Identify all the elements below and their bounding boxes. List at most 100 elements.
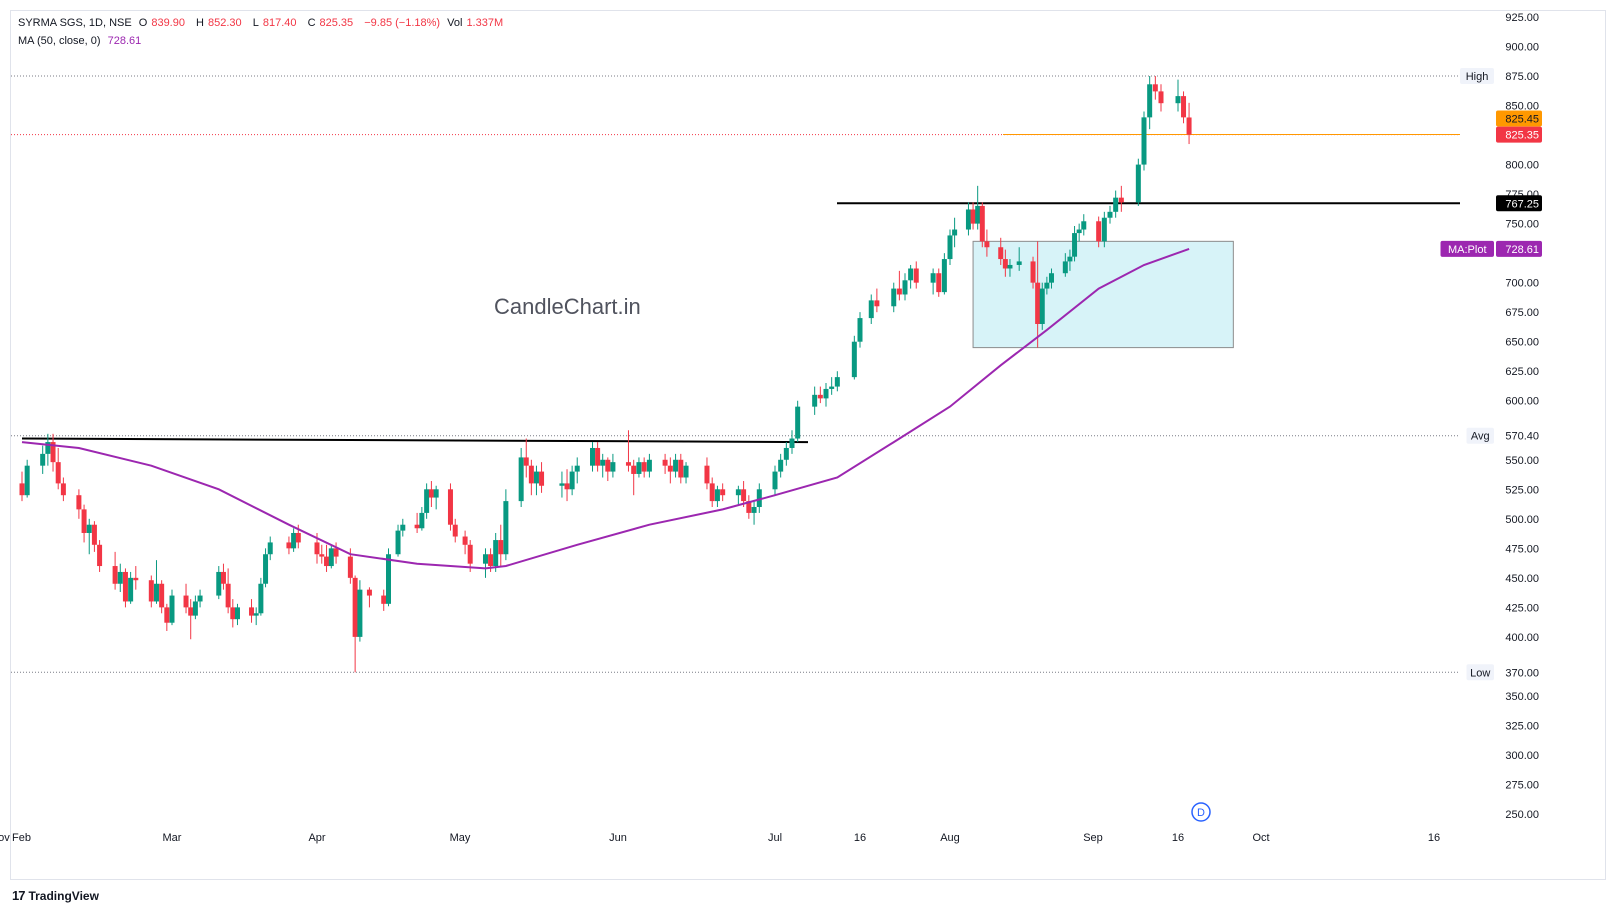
candle-body[interactable]: [678, 459, 684, 478]
candle-body[interactable]: [646, 459, 652, 472]
candle-body[interactable]: [812, 394, 818, 407]
candle-body[interactable]: [1186, 117, 1192, 135]
candle-body[interactable]: [595, 447, 601, 466]
candle-body[interactable]: [357, 589, 363, 637]
candle-body[interactable]: [366, 589, 372, 596]
candle-body[interactable]: [1147, 84, 1153, 118]
candle-body[interactable]: [414, 524, 420, 529]
time-axis[interactable]: Feb Mar Apr May Jun Jul 16 Aug Sep 16 Oct 16 Nov: [0, 832, 1440, 844]
candle-body[interactable]: [462, 536, 468, 545]
candle-body[interactable]: [347, 556, 353, 578]
candle-body[interactable]: [965, 209, 971, 230]
candle-body[interactable]: [1175, 96, 1181, 104]
candle-body[interactable]: [1181, 96, 1187, 118]
price-axis[interactable]: 925.00900.00875.00850.00800.00775.00750.…: [1505, 12, 1539, 821]
candle-body[interactable]: [789, 438, 795, 448]
candle-body[interactable]: [433, 489, 439, 498]
candle-body[interactable]: [569, 471, 575, 490]
candle-body[interactable]: [1002, 259, 1008, 269]
candle-body[interactable]: [610, 462, 616, 472]
candle-body[interactable]: [1048, 273, 1054, 283]
candle-body[interactable]: [253, 613, 259, 616]
candle-body[interactable]: [539, 471, 545, 486]
candle-body[interactable]: [590, 447, 596, 466]
candle-body[interactable]: [122, 571, 128, 602]
candle-body[interactable]: [1039, 288, 1045, 324]
candle-body[interactable]: [683, 465, 689, 478]
candle-body[interactable]: [249, 607, 255, 616]
candle-body[interactable]: [493, 540, 499, 567]
candle-body[interactable]: [467, 544, 473, 564]
candle-body[interactable]: [673, 459, 679, 472]
candle-body[interactable]: [891, 288, 897, 307]
candle-body[interactable]: [50, 442, 56, 463]
tradingview-logo[interactable]: 17 TradingView: [12, 888, 99, 903]
candle-body[interactable]: [128, 577, 134, 602]
candle-body[interactable]: [936, 273, 942, 293]
candle-body[interactable]: [1081, 221, 1087, 230]
candle-body[interactable]: [395, 530, 401, 555]
candle-body[interactable]: [117, 571, 123, 584]
candle-body[interactable]: [1118, 197, 1124, 203]
candle-body[interactable]: [1152, 84, 1158, 92]
candle-body[interactable]: [574, 465, 580, 472]
candle-body[interactable]: [234, 607, 240, 620]
candle-body[interactable]: [1158, 91, 1164, 104]
legend-ma-label[interactable]: MA (50, close, 0): [18, 35, 101, 47]
candle-body[interactable]: [314, 542, 320, 555]
candle-body[interactable]: [153, 583, 159, 602]
candle-body[interactable]: [328, 548, 334, 567]
candle-body[interactable]: [286, 542, 292, 549]
candle-body[interactable]: [291, 532, 297, 549]
candle-body[interactable]: [1107, 211, 1113, 218]
candle-body[interactable]: [998, 247, 1004, 260]
legend-symbol[interactable]: SYRMA SGS, 1D, NSE: [18, 17, 132, 29]
candle-body[interactable]: [783, 447, 789, 460]
candle-body[interactable]: [503, 501, 509, 555]
candle-body[interactable]: [533, 471, 539, 484]
candle-body[interactable]: [1141, 117, 1147, 165]
date-marker-icon[interactable]: D: [1191, 802, 1211, 822]
candle-body[interactable]: [1035, 282, 1041, 324]
candle-body[interactable]: [295, 532, 301, 543]
candle-body[interactable]: [605, 459, 611, 472]
candle-body[interactable]: [1113, 197, 1119, 212]
candle-body[interactable]: [704, 465, 710, 484]
candle-body[interactable]: [930, 273, 936, 283]
candle-body[interactable]: [709, 483, 715, 502]
candle-body[interactable]: [24, 465, 30, 496]
candle-body[interactable]: [1076, 229, 1082, 234]
candle-body[interactable]: [874, 300, 880, 307]
candle-body[interactable]: [913, 268, 919, 283]
candle-body[interactable]: [1016, 261, 1022, 265]
candle-body[interactable]: [45, 442, 51, 454]
candle-body[interactable]: [183, 595, 189, 608]
candle-body[interactable]: [714, 489, 720, 502]
candle-body[interactable]: [625, 462, 631, 466]
candle-body[interactable]: [133, 577, 139, 581]
candle-body[interactable]: [984, 241, 990, 248]
candle-body[interactable]: [1072, 233, 1078, 257]
candle-body[interactable]: [667, 465, 673, 472]
candle-body[interactable]: [60, 483, 66, 496]
candle-body[interactable]: [482, 554, 488, 564]
candle-body[interactable]: [941, 259, 947, 293]
candle-body[interactable]: [97, 544, 103, 567]
candle-body[interactable]: [164, 607, 170, 623]
candle-body[interactable]: [720, 489, 726, 496]
candle-body[interactable]: [817, 394, 823, 399]
candle-body[interactable]: [112, 566, 118, 584]
candle-body[interactable]: [267, 542, 273, 555]
candle-body[interactable]: [91, 524, 97, 545]
candle-body[interactable]: [188, 607, 194, 616]
candle-body[interactable]: [1007, 264, 1013, 269]
candle-body[interactable]: [735, 489, 741, 496]
candle-body[interactable]: [324, 556, 330, 567]
candle-body[interactable]: [452, 524, 458, 537]
candle-body[interactable]: [1096, 221, 1102, 242]
candle-body[interactable]: [631, 465, 637, 474]
candle-body[interactable]: [528, 465, 534, 484]
candle-body[interactable]: [419, 512, 425, 529]
candle-body[interactable]: [857, 318, 863, 342]
